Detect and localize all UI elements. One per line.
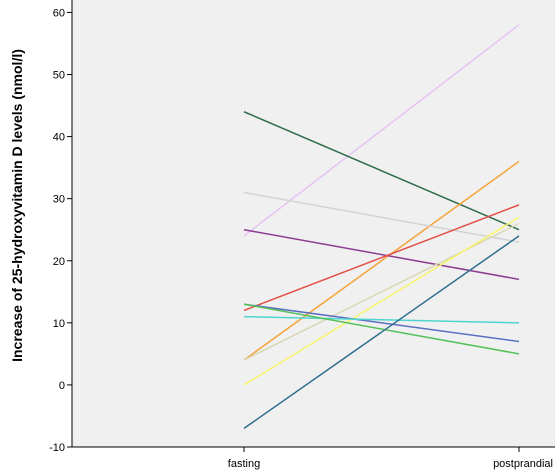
plot-area bbox=[72, 0, 555, 447]
y-axis: -10 0 10 20 30 40 50 60 bbox=[49, 0, 73, 454]
y-tick-label: 30 bbox=[53, 194, 65, 206]
series-line-8 bbox=[243, 216, 520, 386]
y-tick-label: 40 bbox=[53, 132, 65, 144]
y-tick-label: 60 bbox=[53, 7, 65, 19]
series-line-2 bbox=[243, 111, 520, 231]
series-line-9 bbox=[243, 303, 520, 343]
series-line-10 bbox=[243, 315, 520, 324]
x-tick-label: postprandial bbox=[493, 458, 553, 470]
series-line-7 bbox=[243, 222, 520, 361]
series-line-6 bbox=[243, 204, 520, 312]
y-tick-label: 50 bbox=[53, 70, 65, 82]
y-tick-label: 0 bbox=[59, 380, 65, 392]
x-tick-label: fasting bbox=[228, 458, 260, 470]
series-line-5 bbox=[243, 228, 520, 281]
y-tick-label: -10 bbox=[49, 442, 65, 454]
y-axis-title: Increase of 25-hydroxyvitamin D levels (… bbox=[9, 49, 25, 362]
y-tick-label: 10 bbox=[53, 318, 65, 330]
series-line-12 bbox=[243, 235, 520, 429]
x-axis: fasting postprandial bbox=[72, 446, 555, 470]
series-line-3 bbox=[243, 160, 520, 361]
series-line-11 bbox=[243, 303, 520, 355]
series-layer bbox=[243, 24, 520, 429]
y-tick-label: 20 bbox=[53, 256, 65, 268]
series-line-4 bbox=[243, 191, 520, 243]
